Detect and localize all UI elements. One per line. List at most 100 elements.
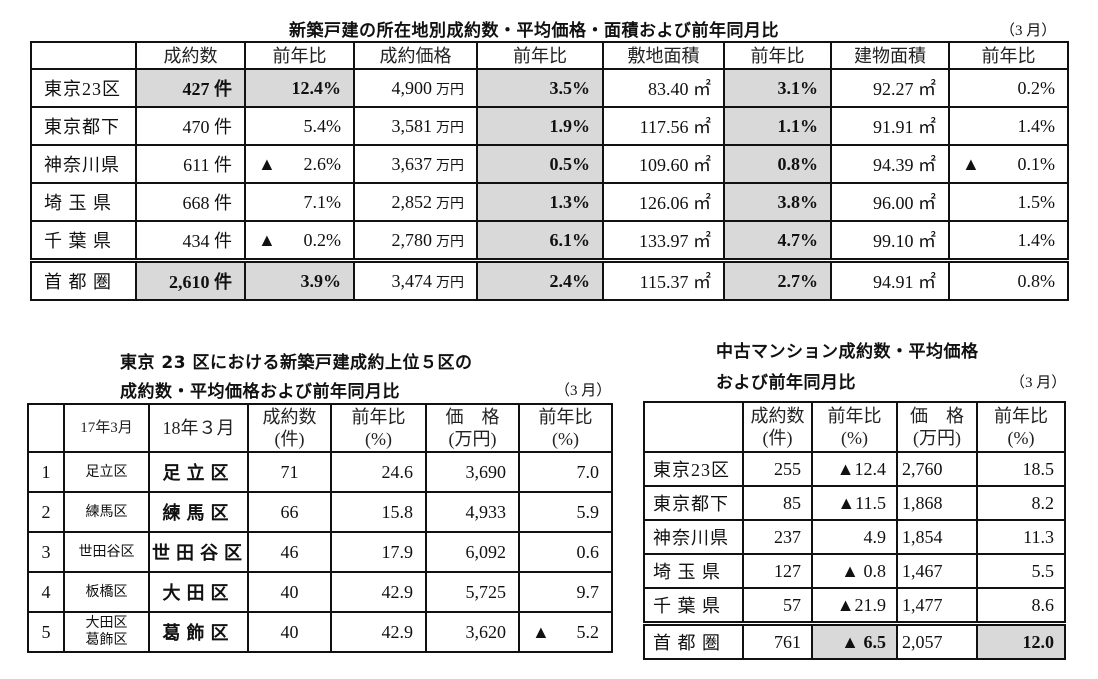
header-row: 成約数 前年比 成約価格 前年比 敷地面積 前年比 建物面積 前年比	[30, 41, 1069, 70]
data-cell: 4,933	[425, 491, 520, 533]
data-cell: 4,900 万円	[353, 68, 478, 108]
rank-number: 2	[27, 491, 65, 533]
column-header: 成約数 (件)	[742, 401, 813, 453]
data-cell: 1.4%	[948, 106, 1069, 146]
ward-prev-year: 板橋区	[63, 571, 150, 613]
ward-prev-year: 世田谷区	[63, 531, 150, 573]
rank-number: 4	[27, 571, 65, 613]
data-cell: 3,690	[425, 451, 520, 493]
data-cell: 2.7%	[723, 258, 832, 301]
ward-prev-year: 足立区	[63, 451, 150, 493]
cell-value: 2,780	[391, 229, 433, 250]
region-label: 東京都下	[30, 106, 137, 146]
ranking-title-line1: 東京 23 区における新築戸建成約上位５区の	[120, 353, 473, 373]
data-cell: 0.8%	[723, 144, 832, 184]
table-row: 2 練馬区 練馬区 66 15.8 4,933 5.9	[27, 491, 613, 533]
data-cell: 109.60 ㎡	[602, 144, 725, 184]
column-header	[643, 401, 744, 453]
data-cell: 2,610 件	[135, 258, 246, 301]
data-cell: 761	[742, 621, 813, 660]
condo-title-line1: 中古マンション成約数・平均価格	[716, 342, 979, 362]
ranking-title-line2: 成約数・平均価格および前年同月比	[120, 382, 400, 402]
data-cell: 7.1%	[244, 182, 355, 222]
data-cell: 127	[742, 553, 813, 589]
column-header: 成約価格	[353, 41, 478, 70]
data-cell: ▲ 0.8	[811, 553, 898, 589]
cell-value: 3,581	[391, 115, 433, 136]
data-cell: 0.6	[518, 531, 613, 573]
top-table-title: 新築戸建の所在地別成約数・平均価格・面積および前年同月比	[289, 21, 779, 41]
region-label: 東京23区	[643, 451, 744, 487]
column-header: 17年3月	[63, 403, 150, 453]
data-cell: 611 件	[135, 144, 246, 184]
data-cell: 11.3	[976, 519, 1066, 555]
data-cell: 6,092	[425, 531, 520, 573]
data-cell: 94.39 ㎡	[830, 144, 950, 184]
data-cell: 133.97 ㎡	[602, 220, 725, 262]
data-cell: 237	[742, 519, 813, 555]
region-label: 埼 玉 県	[643, 553, 744, 589]
header-row: 17年3月 18年３月 成約数 (件) 前年比 (%) 価 格 (万円) 前年比 (%)	[27, 403, 613, 453]
table-row: 千 葉 県 57 ▲21.9 1,477 8.6	[643, 587, 1066, 625]
data-cell: 17.9	[330, 531, 427, 573]
data-cell: 2,057	[896, 621, 978, 660]
triangle-decrease-icon: ▲	[532, 621, 550, 642]
region-label: 東京都下	[643, 485, 744, 521]
data-cell: 18.5	[976, 451, 1066, 487]
data-cell: 96.00 ㎡	[830, 182, 950, 222]
region-label: 千 葉 県	[30, 220, 137, 262]
triangle-decrease-icon: ▲	[258, 229, 276, 250]
data-cell: 9.7	[518, 571, 613, 613]
data-cell: 126.06 ㎡	[602, 182, 725, 222]
data-cell: 83.40 ㎡	[602, 68, 725, 108]
data-cell: 0.5%	[476, 144, 604, 184]
data-cell: 427 件	[135, 68, 246, 108]
data-cell: 4.9	[811, 519, 898, 555]
data-cell: 4.7%	[723, 220, 832, 262]
data-cell: 42.9	[330, 571, 427, 613]
data-cell: 2,760	[896, 451, 978, 487]
data-cell: 3,620	[425, 611, 520, 653]
unit-label: 万円	[436, 82, 464, 98]
rank-number: 5	[27, 611, 65, 653]
cell-value: 0.1%	[1017, 153, 1056, 174]
column-header: 成約数	[135, 41, 246, 70]
data-cell: 3.5%	[476, 68, 604, 108]
data-cell: 40	[247, 571, 332, 613]
data-cell: 66	[247, 491, 332, 533]
data-cell: ▲ 2.6%	[244, 144, 355, 184]
data-cell: 1.4%	[948, 220, 1069, 262]
unit-label: 万円	[436, 158, 464, 174]
data-cell: 1,467	[896, 553, 978, 589]
data-cell: 1,868	[896, 485, 978, 521]
data-cell: 1,477	[896, 587, 978, 625]
table-row: 神奈川県 611 件 ▲ 2.6% 3,637 万円 0.5% 109.60 ㎡ 0.8% 94.…	[30, 144, 1069, 184]
region-label: 首 都 圏	[643, 621, 744, 660]
data-cell: 5.4%	[244, 106, 355, 146]
data-cell: 2,852 万円	[353, 182, 478, 222]
detached-house-by-region-table: 成約数 前年比 成約価格 前年比 敷地面積 前年比 建物面積 前年比 東京23区 427 件 12.…	[30, 41, 1069, 301]
ward-prev-year: 練馬区	[63, 491, 150, 533]
data-cell: 24.6	[330, 451, 427, 493]
table-row: 神奈川県 237 4.9 1,854 11.3	[643, 519, 1066, 555]
condo-title-line2: および前年同月比	[716, 373, 856, 393]
column-header: 前年比 (%)	[976, 401, 1066, 453]
ward-prev-year: 大田区 葛飾区	[63, 611, 150, 653]
column-header: 価 格 (万円)	[425, 403, 520, 453]
table-row: 埼 玉 県 127 ▲ 0.8 1,467 5.5	[643, 553, 1066, 589]
data-cell: ▲ 5.2	[518, 611, 613, 653]
cell-value: 4,900	[391, 77, 433, 98]
data-cell: 434 件	[135, 220, 246, 262]
column-header: 18年３月	[148, 403, 249, 453]
data-cell: 94.91 ㎡	[830, 258, 950, 301]
data-cell: 57	[742, 587, 813, 625]
table-row: 東京都下 85 ▲11.5 1,868 8.2	[643, 485, 1066, 521]
table-row: 東京23区 427 件 12.4% 4,900 万円 3.5% 83.40 ㎡ 3.1% 92.…	[30, 68, 1069, 108]
data-cell: 255	[742, 451, 813, 487]
column-header: 前年比	[476, 41, 604, 70]
column-header: 前年比	[244, 41, 355, 70]
data-cell: ▲12.4	[811, 451, 898, 487]
data-cell: 5.5	[976, 553, 1066, 589]
data-cell: 71	[247, 451, 332, 493]
region-label: 埼 玉 県	[30, 182, 137, 222]
